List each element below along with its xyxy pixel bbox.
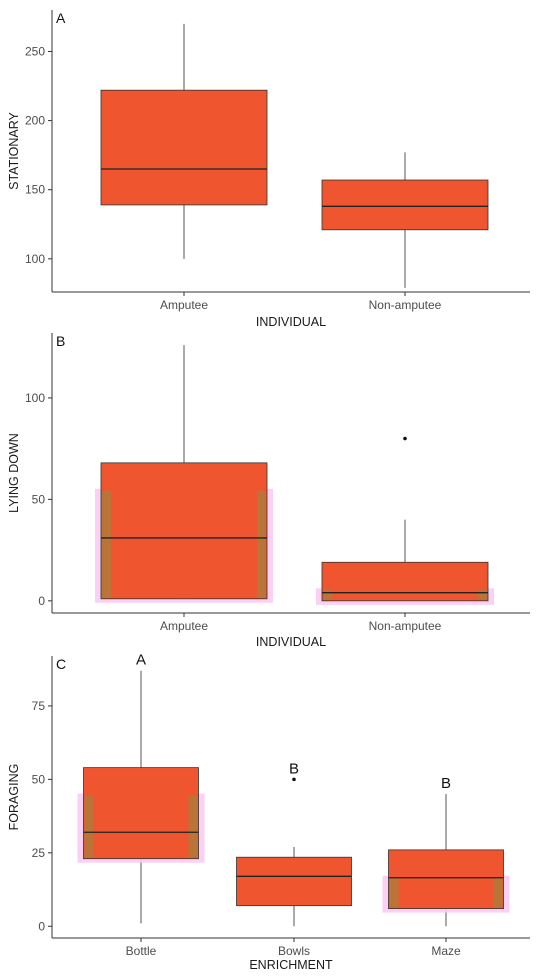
panel-label: B — [56, 333, 65, 349]
panel-a: A 100 150 200 250 Amputee Non-amputee INDIVIDUA… — [7, 10, 530, 329]
y-tick-label: 75 — [32, 699, 46, 713]
y-tick-label: 50 — [32, 772, 46, 786]
y-tick-label: 0 — [38, 594, 45, 608]
box-stripe-left — [84, 795, 94, 858]
y-tick-label: 100 — [25, 391, 45, 405]
box-iqr — [100, 89, 268, 206]
box-bottle — [77, 670, 205, 924]
panel-c: C 0 25 50 75 Bottle Bowls Maze ENRICHMENT FORAGIN… — [7, 652, 530, 972]
outlier-point — [403, 436, 407, 441]
significance-letter: B — [441, 775, 451, 792]
x-axis-title: INDIVIDUAL — [256, 315, 326, 329]
box-iqr — [83, 767, 199, 860]
panel-label: A — [56, 10, 66, 26]
box-non-amputee — [321, 152, 489, 288]
box-stripe-right — [493, 877, 503, 908]
y-tick-label: 150 — [25, 183, 45, 197]
panel-b: B 0 50 100 Amputee Non-amputee INDIVIDUAL LYING… — [7, 333, 530, 649]
x-tick-label: Amputee — [160, 619, 208, 633]
box-stripe-left — [323, 590, 332, 600]
y-axis-title: FORAGING — [7, 764, 21, 831]
box-stripe-right — [478, 590, 487, 600]
box-non-amputee — [316, 436, 494, 605]
panel-label: C — [56, 656, 66, 672]
box-amputee — [95, 345, 273, 603]
x-tick-label: Bottle — [126, 944, 157, 958]
y-tick-label: 200 — [25, 114, 45, 128]
box-maze — [382, 794, 510, 927]
box-stripe-left — [389, 877, 399, 908]
outlier-point — [292, 777, 296, 782]
box-iqr — [100, 462, 268, 600]
y-axis-title: STATIONARY — [7, 111, 21, 189]
y-tick-label: 100 — [25, 252, 45, 266]
box-iqr — [388, 849, 504, 910]
box-iqr — [321, 561, 489, 602]
y-tick-label: 0 — [38, 919, 45, 933]
x-axis-title: INDIVIDUAL — [256, 635, 326, 649]
x-tick-label: Bowls — [278, 944, 310, 958]
box-amputee — [100, 23, 268, 259]
significance-letter: A — [136, 652, 146, 669]
significance-letter: B — [289, 760, 299, 777]
box-stripe-right — [188, 795, 198, 858]
x-tick-label: Non-amputee — [369, 298, 442, 312]
box-stripe-right — [257, 490, 266, 598]
x-tick-label: Non-amputee — [369, 619, 442, 633]
y-tick-label: 250 — [25, 44, 45, 58]
x-tick-label: Amputee — [160, 298, 208, 312]
y-axis-title: LYING DOWN — [7, 433, 21, 513]
box-bowls — [236, 777, 352, 927]
x-axis-title: ENRICHMENT — [249, 958, 333, 972]
box-stripe-left — [102, 490, 111, 598]
y-tick-label: 25 — [32, 846, 46, 860]
box-iqr — [236, 856, 352, 907]
y-tick-label: 50 — [32, 492, 46, 506]
x-tick-label: Maze — [431, 944, 461, 958]
box-iqr — [321, 179, 489, 231]
